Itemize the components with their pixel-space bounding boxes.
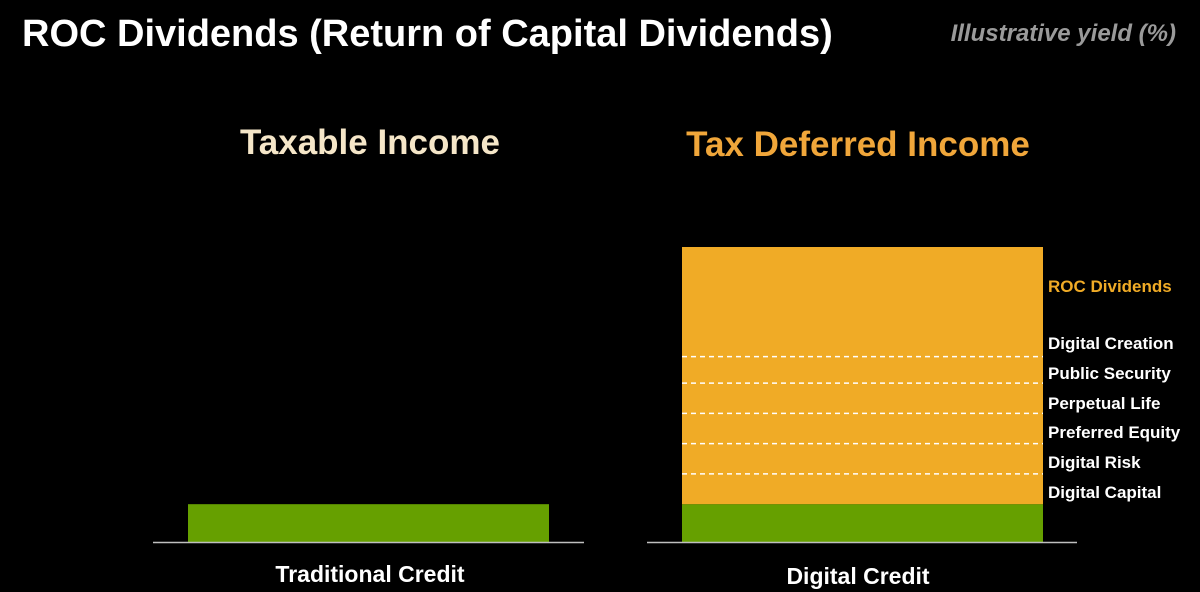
segment-label-5: Preferred Equity: [1048, 423, 1181, 442]
segment-label-4: Perpetual Life: [1048, 394, 1160, 413]
segment-label-3: Public Security: [1048, 364, 1171, 383]
segment-label-1: ROC Dividends: [1048, 277, 1172, 296]
segment-label-6: Digital Risk: [1048, 453, 1141, 472]
page-subtitle: Illustrative yield (%): [950, 20, 1176, 47]
bar-2-segment-2: [682, 247, 1043, 505]
page-title: ROC Dividends (Return of Capital Dividen…: [22, 13, 833, 55]
bar-1-segment-1: [188, 504, 549, 542]
segment-label-2: Digital Creation: [1048, 334, 1174, 353]
panel-title-1: Taxable Income: [240, 123, 500, 162]
category-label-1: Traditional Credit: [275, 561, 464, 587]
panel-title-2: Tax Deferred Income: [686, 125, 1030, 164]
bar-2-segment-1: [682, 504, 1043, 542]
category-label-2: Digital Credit: [786, 563, 929, 589]
segment-label-7: Digital Capital: [1048, 483, 1161, 502]
